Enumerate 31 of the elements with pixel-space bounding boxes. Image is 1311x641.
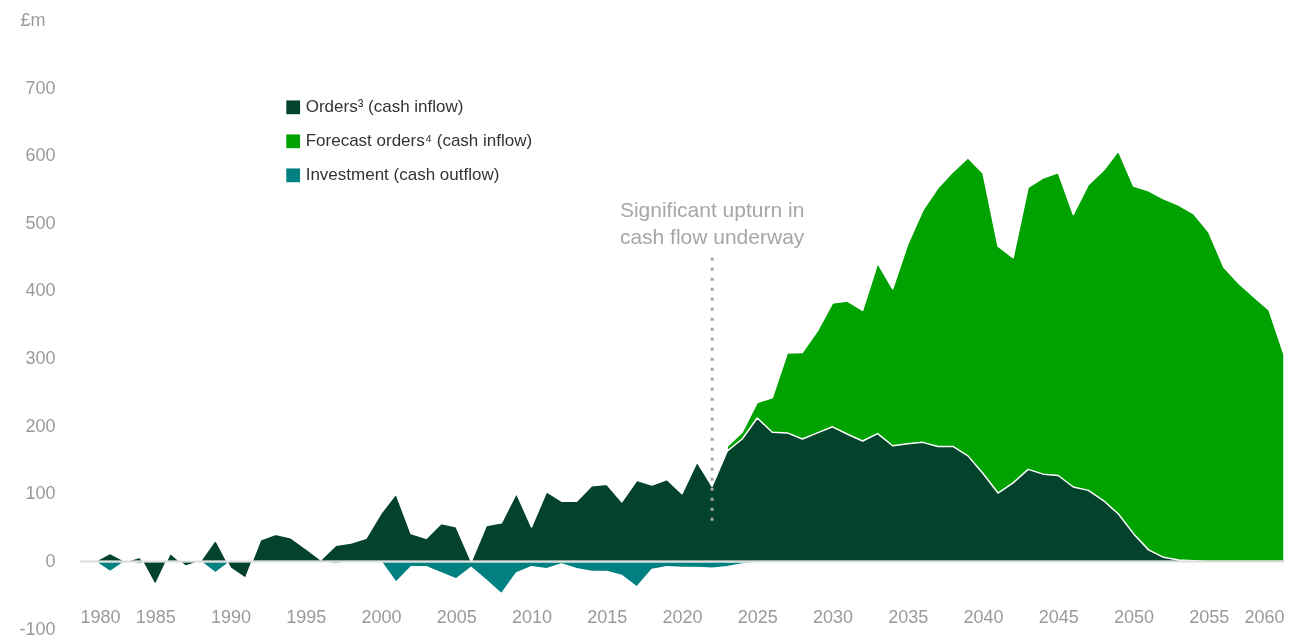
x-tick-label: 2005	[436, 606, 477, 627]
x-tick-label: 2050	[1113, 606, 1155, 627]
y-axis-title: £m	[20, 9, 46, 30]
x-tick-label: 2030	[812, 606, 854, 627]
y-tick-label: 400	[25, 280, 56, 301]
x-tick-label: 1980	[80, 606, 121, 627]
y-tick-label: 700	[25, 77, 56, 98]
legend-label: Investment (cash outflow)	[305, 165, 500, 185]
legend-label: Forecast orders⁴ (cash inflow)	[305, 131, 533, 151]
legend-label: Orders³ (cash inflow)	[305, 97, 464, 117]
y-tick-label: -100	[19, 618, 56, 639]
y-tick-label: 200	[25, 415, 56, 436]
x-tick-label: 2010	[511, 606, 553, 627]
x-tick-label: 2040	[963, 606, 1004, 627]
x-tick-label: 1990	[210, 606, 252, 627]
y-tick-label: 500	[25, 212, 56, 233]
y-tick-label: 300	[25, 348, 56, 368]
x-tick-label: 2015	[587, 606, 628, 627]
x-tick-label: 2000	[361, 606, 402, 627]
x-tick-label: 2055	[1189, 606, 1230, 627]
x-tick-label: 2025	[737, 606, 778, 627]
x-tick-label: 2060	[1244, 606, 1285, 627]
y-tick-label: 600	[25, 145, 56, 166]
x-tick-label: 1995	[286, 606, 327, 627]
ref-line-label: Significant upturn in cash flow underway	[619, 197, 805, 248]
x-tick-label: 2045	[1038, 606, 1079, 627]
y-tick-label: 100	[25, 483, 56, 504]
y-tick-label: 0	[45, 550, 56, 571]
x-tick-label: 2020	[662, 606, 703, 627]
x-tick-label: 1985	[135, 606, 176, 627]
x-tick-label: 2035	[888, 606, 929, 627]
